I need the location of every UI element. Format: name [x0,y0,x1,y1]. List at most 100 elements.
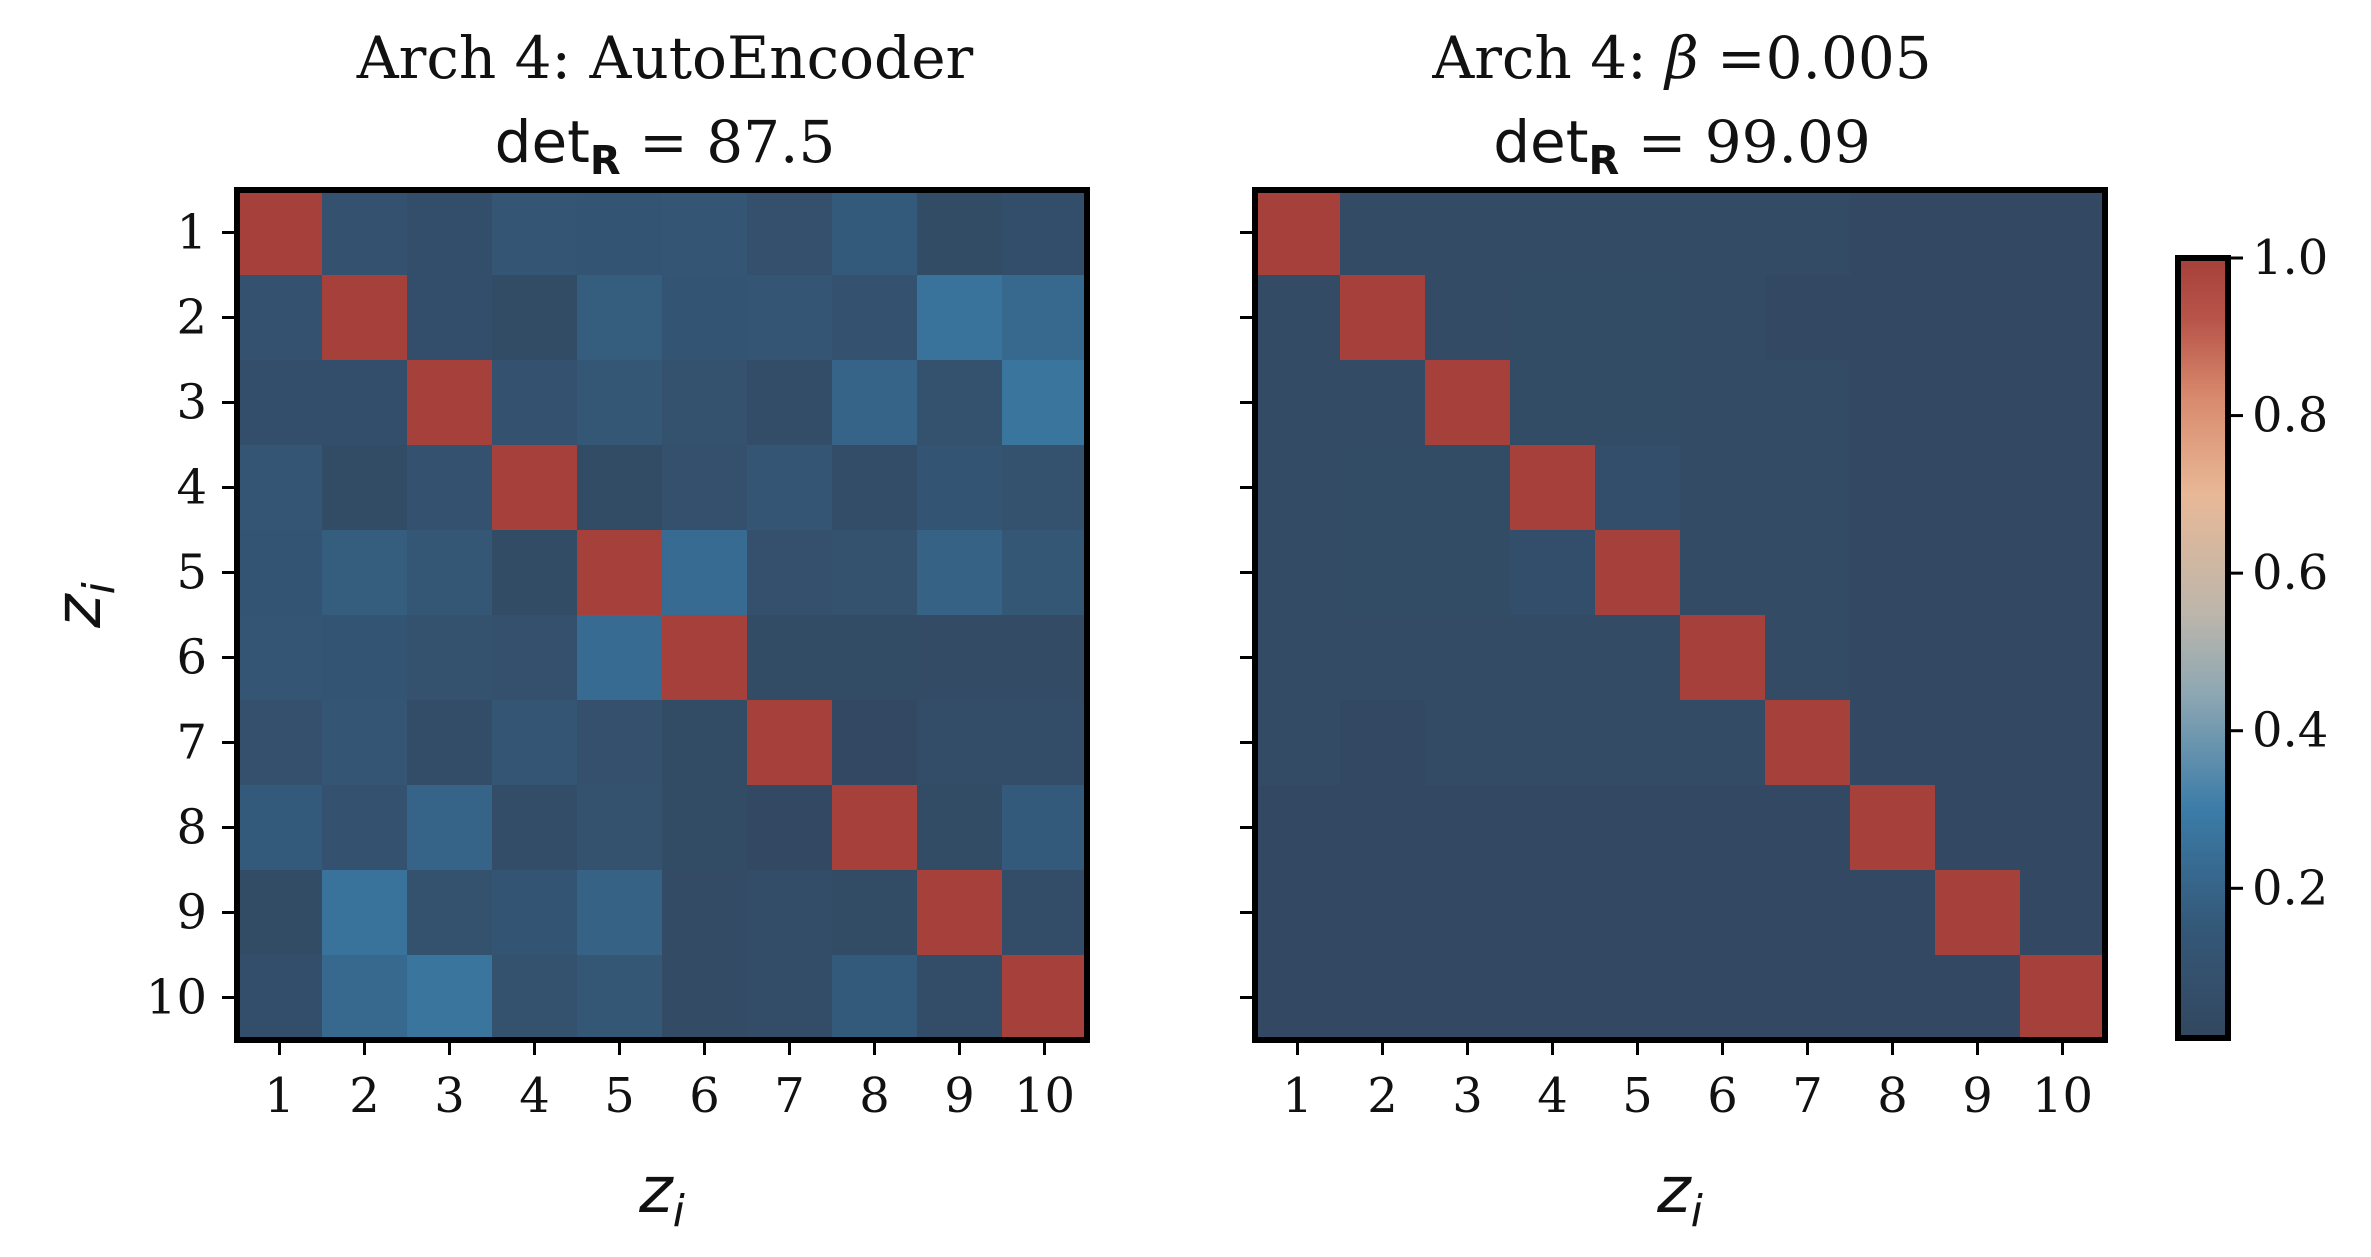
heatmap-cell-r2-c2 [1340,275,1426,361]
left-title-metric: detR = 87.5 [495,108,836,184]
right-metric-subscript: R [1588,138,1619,184]
heatmap-cell-r10-c6 [662,955,748,1041]
heatmap-cell-r5-c6 [662,530,748,616]
heatmap-cell-r7-c6 [1680,700,1766,786]
heatmap-cell-r7-c10 [1002,700,1088,786]
heatmap-cell-r10-c9 [1935,955,2021,1041]
heatmap-cell-r10-c9 [917,955,1003,1041]
heatmap-cell-r8-c9 [917,785,1003,871]
heatmap-cell-r5-c1 [237,530,323,616]
heatmap-cell-r3-c6 [1680,360,1766,446]
heatmap-cell-r8-c6 [1680,785,1766,871]
heatmap-cell-r3-c8 [1850,360,1936,446]
colorbar-tick-label: 0.4 [2252,703,2328,759]
heatmap-cell-r6-c1 [237,615,323,701]
heatmap-cell-r5-c10 [1002,530,1088,616]
heatmap-cell-r9-c4 [1510,870,1596,956]
heatmap-cell-r5-c10 [2020,530,2106,616]
heatmap-cell-r5-c7 [747,530,833,616]
heatmap-cell-r8-c5 [577,785,663,871]
left-y-ticks: 1 2 3 4 5 6 7 8 9 10 [146,205,234,1026]
y-tick-label: 8 [176,800,207,856]
heatmap-cell-r6-c7 [1765,615,1851,701]
heatmap-cell-r1-c10 [2020,190,2106,276]
heatmap-cell-r10-c7 [747,955,833,1041]
heatmap-cell-r6-c6 [1680,615,1766,701]
heatmap-cell-r2-c7 [747,275,833,361]
y-tick-label: 5 [176,545,207,601]
heatmap-cell-r9-c9 [917,870,1003,956]
heatmap-cell-r2-c2 [322,275,408,361]
heatmap-cell-r2-c3 [407,275,493,361]
heatmap-cell-r1-c3 [407,190,493,276]
heatmap-cell-r10-c3 [407,955,493,1041]
heatmap-cell-r6-c8 [832,615,918,701]
colorbar-tick-label: 0.8 [2252,388,2328,444]
heatmap-cell-r3-c5 [1595,360,1681,446]
colorbar-ticks: 0.2 0.4 0.6 0.8 1.0 [2231,230,2328,916]
left-heatmap-cells [237,190,1088,1041]
heatmap-cell-r9-c8 [832,870,918,956]
x-tick-label: 1 [1282,1068,1313,1124]
x-tick-label: 9 [944,1068,975,1124]
heatmap-cell-r4-c2 [322,445,408,531]
y-tick-label: 10 [146,970,207,1026]
heatmap-cell-r3-c9 [1935,360,2021,446]
heatmap-cell-r9-c7 [747,870,833,956]
heatmap-cell-r2-c10 [2020,275,2106,361]
heatmap-cell-r4-c7 [1765,445,1851,531]
heatmap-cell-r7-c4 [492,700,578,786]
heatmap-cell-r1-c3 [1425,190,1511,276]
x-tick-label: 6 [1707,1068,1738,1124]
heatmap-cell-r9-c1 [1255,870,1341,956]
heatmap-cell-r8-c8 [832,785,918,871]
heatmap-cell-r9-c5 [577,870,663,956]
heatmap-cell-r10-c2 [1340,955,1426,1041]
heatmap-cell-r4-c6 [662,445,748,531]
right-metric-label: det [1493,108,1588,176]
heatmap-cell-r8-c4 [1510,785,1596,871]
heatmap-cell-r6-c5 [577,615,663,701]
heatmap-cell-r3-c6 [662,360,748,446]
right-plot-frame [1252,187,2108,1043]
heatmap-cell-r8-c7 [1765,785,1851,871]
heatmap-cell-r10-c8 [832,955,918,1041]
heatmap-cell-r1-c8 [832,190,918,276]
heatmap-cell-r1-c5 [577,190,663,276]
heatmap-cell-r3-c1 [237,360,323,446]
right-x-axis-label: zi [1656,1154,1704,1237]
heatmap-cell-r2-c5 [577,275,663,361]
heatmap-cell-r10-c1 [1255,955,1341,1041]
heatmap-cell-r9-c6 [662,870,748,956]
x-tick-label: 5 [604,1068,635,1124]
heatmap-cell-r1-c4 [1510,190,1596,276]
y-tick-label: 6 [176,630,207,686]
heatmap-cell-r6-c7 [747,615,833,701]
heatmap-cell-r7-c6 [662,700,748,786]
heatmap-cell-r4-c5 [577,445,663,531]
heatmap-cell-r7-c4 [1510,700,1596,786]
heatmap-cell-r4-c1 [237,445,323,531]
heatmap-cell-r5-c9 [917,530,1003,616]
heatmap-cell-r5-c1 [1255,530,1341,616]
heatmap-cell-r4-c7 [747,445,833,531]
heatmap-cell-r10-c4 [1510,955,1596,1041]
heatmap-cell-r8-c8 [1850,785,1936,871]
y-tick-label: 1 [176,205,207,261]
heatmap-cell-r1-c2 [1340,190,1426,276]
heatmap-cell-r2-c1 [237,275,323,361]
heatmap-cell-r4-c4 [492,445,578,531]
heatmap-cell-r4-c10 [2020,445,2106,531]
left-plot-frame [234,187,1090,1043]
heatmap-cell-r4-c9 [917,445,1003,531]
heatmap-cell-r9-c4 [492,870,578,956]
x-tick-label: 1 [264,1068,295,1124]
x-tick-label: 5 [1622,1068,1653,1124]
heatmap-cell-r1-c8 [1850,190,1936,276]
heatmap-cell-r3-c10 [2020,360,2106,446]
right-title-suffix: =0.005 [1699,24,1932,92]
heatmap-cell-r1-c1 [1255,190,1341,276]
heatmap-cell-r8-c4 [492,785,578,871]
